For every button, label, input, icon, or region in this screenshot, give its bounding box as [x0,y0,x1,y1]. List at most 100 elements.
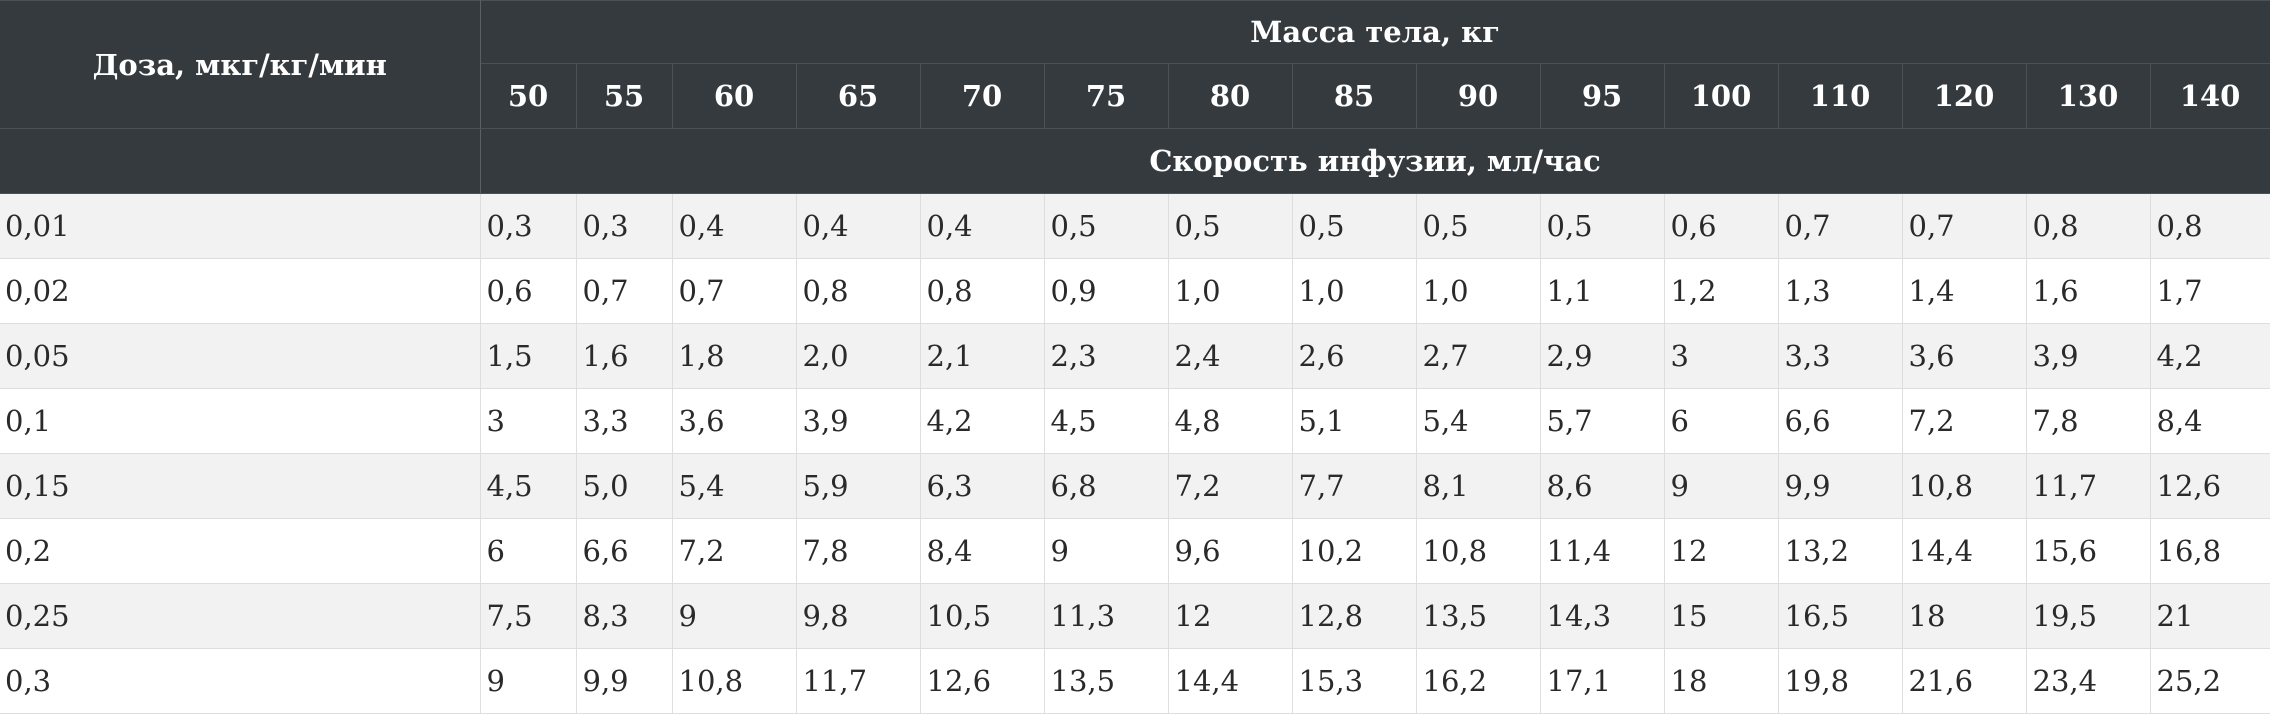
rate-cell: 0,8 [795,258,921,324]
rate-cell: 3,9 [2025,323,2151,389]
rate-cell: 2,3 [1043,323,1169,389]
rate-cell: 0,5 [1539,193,1665,259]
rate-cell: 19,8 [1777,648,1903,714]
dose-cell: 0,02 [0,258,481,324]
weight-header-cell: 130 [2025,63,2151,129]
weight-header-cell: 50 [479,63,577,129]
weight-header-cell: 85 [1291,63,1417,129]
rate-cell: 13,5 [1043,648,1169,714]
rate-cell: 4,5 [479,453,577,519]
rate-cell: 11,7 [2025,453,2151,519]
rate-cell: 6 [479,518,577,584]
table-row: 0,2 6 6,6 7,2 7,8 8,4 9 9,6 10,2 10,8 11,4 12 13,2 14… [0,518,2270,584]
rate-cell: 2,1 [919,323,1045,389]
rate-cell: 8,4 [2149,388,2270,454]
rate-cell: 7,5 [479,583,577,649]
dose-cell: 0,1 [0,388,481,454]
rate-cell: 10,2 [1291,518,1417,584]
rate-cell: 25,2 [2149,648,2270,714]
rate-cell: 23,4 [2025,648,2151,714]
rate-cell: 1,0 [1291,258,1417,324]
rate-cell: 0,5 [1291,193,1417,259]
rate-cell: 4,2 [2149,323,2270,389]
rate-cell: 1,8 [671,323,797,389]
weight-header-cell: 140 [2149,63,2270,129]
rate-cell: 3,3 [575,388,673,454]
rate-cell: 0,7 [671,258,797,324]
rate-cell: 6,8 [1043,453,1169,519]
dose-cell: 0,25 [0,583,481,649]
rate-cell: 13,5 [1415,583,1541,649]
table-row: 0,1 3 3,3 3,6 3,9 4,2 4,5 4,8 5,1 5,4 5,7 6 6,6 7,2 7,… [0,388,2270,454]
table-row: 0,01 0,3 0,3 0,4 0,4 0,4 0,5 0,5 0,5 0,5 0,5 0,6 0,7… [0,193,2270,259]
rate-cell: 2,6 [1291,323,1417,389]
rate-cell: 18 [1663,648,1779,714]
body-mass-header: Масса тела, кг [479,0,2270,64]
rate-cell: 1,6 [575,323,673,389]
weight-header-cell: 55 [575,63,673,129]
rate-cell: 12 [1167,583,1293,649]
table-row: 0,25 7,5 8,3 9 9,8 10,5 11,3 12 12,8 13,5 14,3 15 16… [0,583,2270,649]
rate-cell: 0,4 [671,193,797,259]
dose-cell: 0,3 [0,648,481,714]
rate-cell: 3,6 [671,388,797,454]
rate-cell: 1,7 [2149,258,2270,324]
table-header: Доза, мкг/кг/мин Масса тела, кг 50 55 60… [0,0,2270,194]
table-body: 0,01 0,3 0,3 0,4 0,4 0,4 0,5 0,5 0,5 0,5 0,5 0,6 0,7… [0,193,2270,714]
rate-cell: 5,4 [1415,388,1541,454]
dose-column-header: Доза, мкг/кг/мин [0,0,481,129]
rate-cell: 11,3 [1043,583,1169,649]
weight-header-cell: 120 [1901,63,2027,129]
rate-cell: 4,8 [1167,388,1293,454]
rate-cell: 1,0 [1415,258,1541,324]
rate-cell: 12 [1663,518,1779,584]
weight-header-cell: 60 [671,63,797,129]
dose-cell: 0,2 [0,518,481,584]
rate-cell: 0,7 [575,258,673,324]
infusion-rate-header: Скорость инфузии, мл/час [479,128,2270,194]
rate-cell: 9,6 [1167,518,1293,584]
rate-cell: 4,2 [919,388,1045,454]
rate-cell: 3,9 [795,388,921,454]
rate-cell: 6,6 [1777,388,1903,454]
table-row: 0,3 9 9,9 10,8 11,7 12,6 13,5 14,4 15,3 16,2 17,1 1… [0,648,2270,714]
rate-cell: 10,8 [1901,453,2027,519]
rate-cell: 7,2 [671,518,797,584]
rate-cell: 18 [1901,583,2027,649]
header-row-mass: Доза, мкг/кг/мин Масса тела, кг [0,0,2270,129]
dose-cell: 0,01 [0,193,481,259]
header-row-rate: Скорость инфузии, мл/час [0,128,2270,194]
rate-cell: 12,6 [2149,453,2270,519]
rate-cell: 0,6 [479,258,577,324]
rate-cell: 8,6 [1539,453,1665,519]
rate-cell: 0,8 [2149,193,2270,259]
rate-cell: 8,4 [919,518,1045,584]
rate-cell: 1,2 [1663,258,1779,324]
weight-header-cell: 100 [1663,63,1779,129]
rate-cell: 9,9 [1777,453,1903,519]
rate-cell: 7,8 [795,518,921,584]
rate-cell: 5,9 [795,453,921,519]
rate-cell: 15,6 [2025,518,2151,584]
table-row: 0,05 1,5 1,6 1,8 2,0 2,1 2,3 2,4 2,6 2,7 2,9 3 3,3 3,… [0,323,2270,389]
dose-header-spacer [0,128,481,194]
rate-cell: 0,4 [795,193,921,259]
weight-header-cell: 65 [795,63,921,129]
weight-header-cell: 80 [1167,63,1293,129]
rate-cell: 10,8 [671,648,797,714]
rate-cell: 16,5 [1777,583,1903,649]
rate-cell: 1,5 [479,323,577,389]
rate-cell: 17,1 [1539,648,1665,714]
rate-cell: 14,4 [1901,518,2027,584]
rate-cell: 1,0 [1167,258,1293,324]
rate-cell: 0,5 [1043,193,1169,259]
rate-cell: 5,1 [1291,388,1417,454]
rate-cell: 1,6 [2025,258,2151,324]
weight-header-cell: 90 [1415,63,1541,129]
rate-cell: 3,3 [1777,323,1903,389]
rate-cell: 11,7 [795,648,921,714]
rate-cell: 6,3 [919,453,1045,519]
weight-header-cell: 95 [1539,63,1665,129]
rate-cell: 1,4 [1901,258,2027,324]
